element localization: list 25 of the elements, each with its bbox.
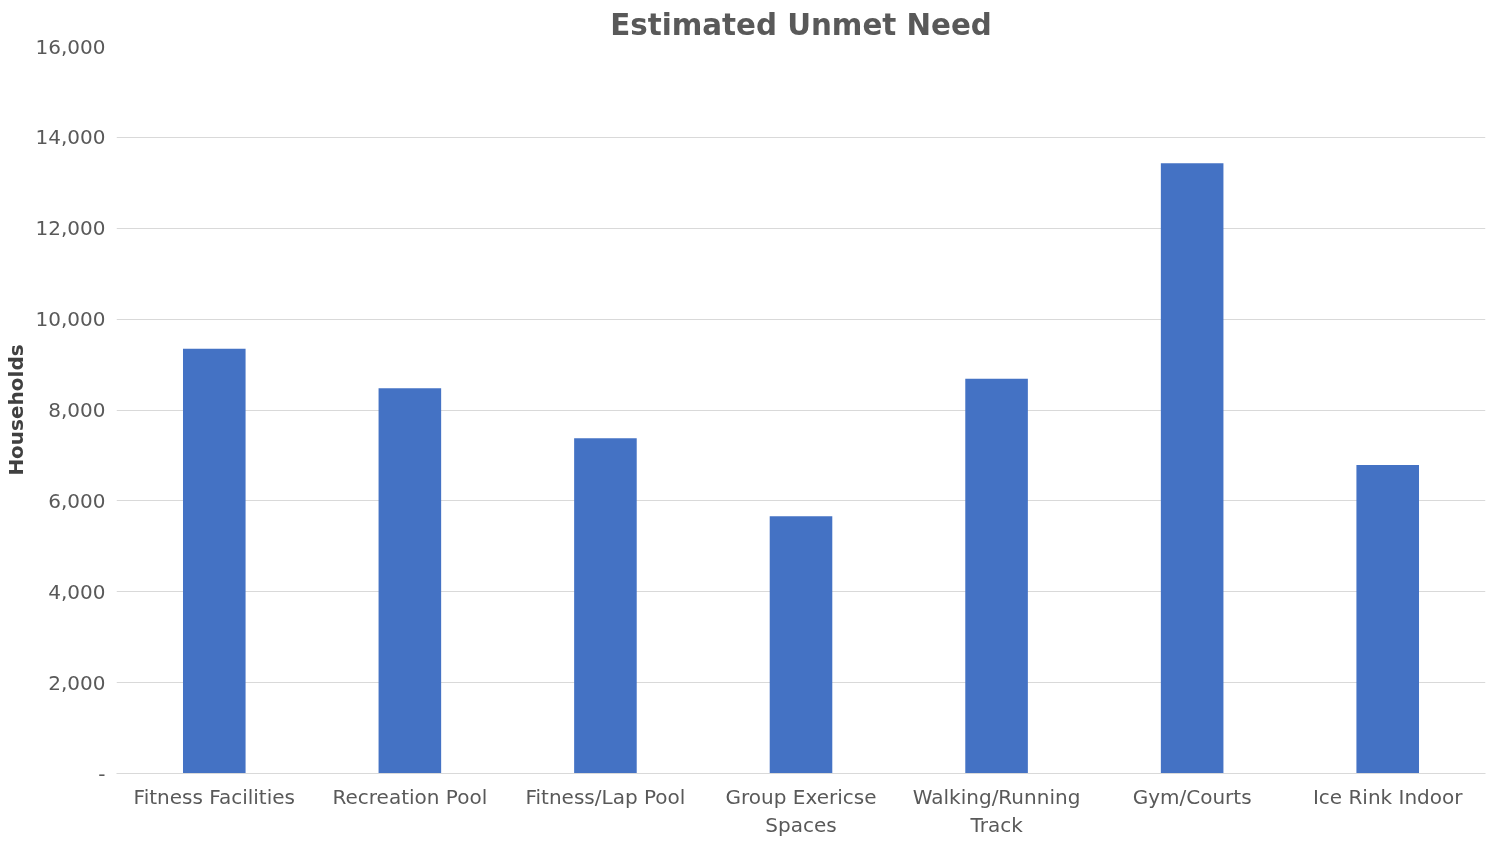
bar [574, 438, 637, 774]
x-tick-label: Group Exericse Spaces [725, 784, 877, 838]
y-tick-label: 8,000 [48, 398, 106, 422]
y-tick-label: 16,000 [35, 34, 106, 59]
y-tick-label: 4,000 [48, 579, 106, 604]
y-tick-label: 14,000 [35, 125, 106, 150]
y-tick-label: - [98, 761, 106, 786]
x-tick-label: Gym/Courts [1132, 784, 1252, 809]
chart-title: Estimated Unmet Need [610, 7, 992, 42]
x-tick-label: Recreation Pool [332, 784, 488, 809]
x-tick-label: Fitness/Lap Pool [525, 784, 686, 809]
bar [182, 348, 246, 774]
bar [1160, 163, 1224, 774]
y-axis-title: Households [3, 344, 28, 476]
x-tick-label: Ice Rink Indoor [1312, 784, 1464, 809]
y-tick-label: 2,000 [48, 670, 106, 695]
x-tick-label: Walking/Running Track [912, 784, 1081, 838]
bar [965, 378, 1028, 774]
bar [378, 388, 442, 774]
bar [1356, 464, 1420, 774]
y-tick-label: 12,000 [35, 216, 106, 241]
bar [769, 516, 833, 774]
y-tick-label: 10,000 [35, 307, 106, 332]
x-tick-label: Fitness Facilities [133, 784, 295, 809]
y-tick-label: 6,000 [48, 488, 106, 513]
